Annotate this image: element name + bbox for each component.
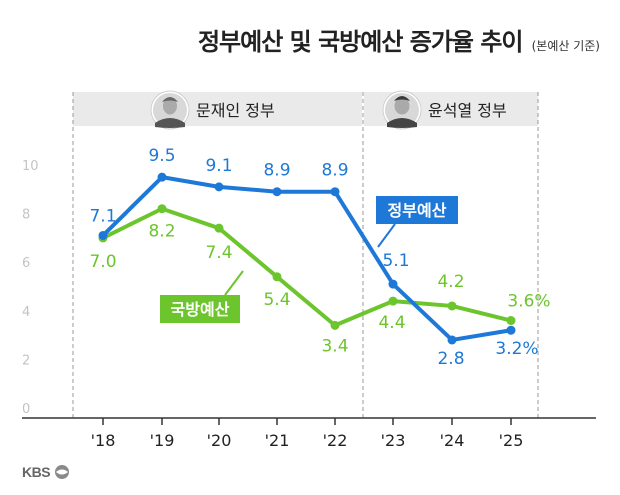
data-point-defense: [330, 320, 340, 330]
x-tick-label: '25: [499, 431, 524, 450]
data-point-government: [98, 230, 108, 240]
x-tick-label: '19: [150, 431, 175, 450]
x-tick-label: '24: [440, 431, 465, 450]
data-point-defense: [388, 296, 398, 306]
data-label-government: 3.2%: [495, 339, 538, 359]
y-tick-label: 4: [22, 305, 30, 320]
data-label-defense: 3.6%: [507, 292, 550, 312]
data-point-defense: [447, 301, 457, 311]
data-point-government: [214, 182, 224, 192]
data-point-defense: [214, 223, 224, 233]
data-point-government: [506, 325, 516, 335]
legend-box-defense: [160, 295, 240, 323]
data-label-defense: 8.2: [148, 222, 175, 242]
y-tick-label: 8: [22, 208, 30, 223]
data-label-government: 9.5: [148, 146, 175, 166]
x-tick-label: '22: [323, 431, 348, 450]
data-label-defense: 4.2: [437, 272, 464, 292]
data-label-government: 8.9: [321, 161, 348, 181]
data-point-defense: [506, 316, 516, 326]
y-tick-label: 10: [22, 159, 39, 174]
data-point-defense: [272, 272, 282, 282]
x-tick-label: '23: [381, 431, 406, 450]
data-label-defense: 4.4: [378, 313, 405, 333]
title-block: 정부예산 및 국방예산 증가율 추이 (본예산 기준): [0, 22, 600, 57]
data-label-defense: 7.4: [205, 243, 232, 263]
kbs-logo-icon: [55, 465, 70, 479]
chart-subtitle: (본예산 기준): [531, 39, 600, 53]
data-label-government: 5.1: [382, 251, 409, 271]
data-point-government: [447, 335, 457, 345]
data-label-defense: 5.4: [263, 290, 290, 310]
y-tick-label: 6: [22, 256, 30, 271]
data-label-government: 2.8: [437, 349, 464, 369]
series-line-government: [101, 175, 513, 342]
data-label-defense: 3.4: [321, 336, 348, 356]
y-tick-label: 2: [22, 353, 30, 368]
data-point-government: [330, 187, 340, 197]
x-tick-label: '20: [207, 431, 232, 450]
series-line-defense: [101, 206, 513, 328]
period-label-yoon: 윤석열 정부: [428, 101, 507, 120]
period-label-moon: 문재인 정부: [196, 101, 275, 120]
period-band-moon: [73, 92, 362, 126]
portrait-yoon-icon: [382, 90, 422, 130]
data-point-government: [272, 187, 282, 197]
legend-pointer-government: [377, 223, 396, 248]
x-tick-label: '21: [265, 431, 290, 450]
legend-label-government: 정부예산: [388, 201, 447, 220]
data-label-government: 8.9: [263, 161, 290, 181]
data-point-defense: [157, 204, 167, 214]
data-label-defense: 7.0: [89, 252, 116, 272]
legend-pointer-defense: [224, 270, 244, 296]
chart-title: 정부예산 및 국방예산 증가율 추이: [197, 28, 524, 56]
x-tick-label: '18: [91, 431, 116, 450]
legend-label-defense: 국방예산: [171, 300, 230, 319]
kbs-logo: KBS: [22, 464, 70, 480]
legend-box-government: [376, 196, 458, 224]
portrait-moon-icon: [150, 90, 190, 130]
data-label-government: 9.1: [205, 156, 232, 176]
data-label-government: 7.1: [89, 206, 116, 226]
data-point-government: [388, 279, 398, 289]
data-point-government: [157, 172, 167, 182]
y-tick-label: 0: [22, 402, 30, 417]
kbs-logo-text: KBS: [22, 464, 51, 480]
